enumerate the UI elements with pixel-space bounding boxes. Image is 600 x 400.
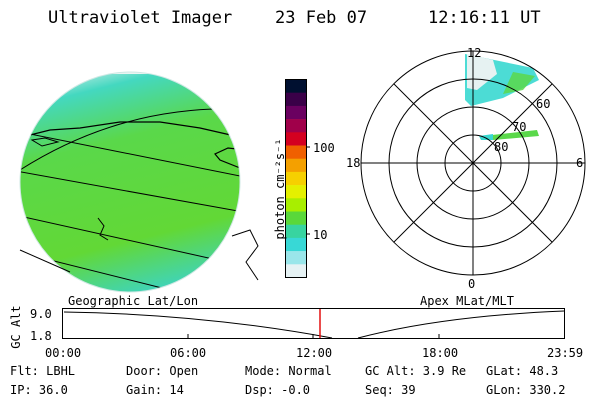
time-tick-1800: 18:00 xyxy=(422,346,459,360)
altitude-ylabel: GC Alt xyxy=(9,305,23,349)
mlt-label-12: 12 xyxy=(467,46,482,60)
colorbar-unit-label: photon cm⁻²s⁻¹ xyxy=(273,138,287,240)
altitude-plot xyxy=(62,308,565,339)
time-tick-2359: 23:59 xyxy=(547,346,584,360)
status-ip: IP: 36.0 xyxy=(10,383,68,397)
colorbar-block xyxy=(285,119,307,133)
colorbar-block xyxy=(285,92,307,107)
mlat-ring-70: 70 xyxy=(512,120,527,134)
colorbar-block xyxy=(285,185,307,199)
mlat-ring-60: 60 xyxy=(536,97,551,111)
geographic-image-panel xyxy=(19,71,259,293)
time-tick-1200: 12:00 xyxy=(296,346,333,360)
status-gain: Gain: 14 xyxy=(126,383,184,397)
colorbar-block xyxy=(285,224,307,239)
status-mode: Mode: Normal xyxy=(245,364,332,378)
colorbar-block xyxy=(285,251,307,265)
time-label: 12:16:11 UT xyxy=(428,8,541,28)
status-gc-alt: GC Alt: 3.9 Re xyxy=(365,364,467,378)
mlt-label-6: 6 xyxy=(576,156,584,170)
status-seq: Seq: 39 xyxy=(365,383,416,397)
colorbar-block xyxy=(285,145,307,159)
status-flt: Flt: LBHL xyxy=(10,364,76,378)
polar-plot xyxy=(360,50,586,276)
mlt-label-0: 0 xyxy=(468,277,476,291)
status-glat: GLat: 48.3 xyxy=(486,364,559,378)
colorbar-tick-100: 100 xyxy=(313,141,335,155)
status-door: Door: Open xyxy=(126,364,199,378)
mlt-label-18: 18 xyxy=(346,156,361,170)
status-glon: GLon: 330.2 xyxy=(486,383,566,397)
time-tick-0000: 00:00 xyxy=(45,346,82,360)
colorbar-block xyxy=(285,158,307,173)
date-label: 23 Feb 07 xyxy=(275,8,368,28)
colorbar xyxy=(285,79,310,278)
alt-tick-1-8: 1.8 xyxy=(30,329,52,343)
colorbar-block xyxy=(285,211,307,225)
colorbar-block xyxy=(285,171,307,186)
apex-panel-label: Apex MLat/MLT xyxy=(420,294,514,308)
colorbar-block xyxy=(285,237,307,252)
colorbar-block xyxy=(285,198,307,212)
colorbar-tick-10: 10 xyxy=(313,228,328,242)
colorbar-block xyxy=(285,105,307,120)
colorbar-block xyxy=(285,264,307,278)
colorbar-block xyxy=(285,79,307,93)
status-dsp: Dsp: -0.0 xyxy=(245,383,311,397)
colorbar-block xyxy=(285,132,307,146)
mlat-ring-80: 80 xyxy=(494,140,509,154)
geographic-panel-label: Geographic Lat/Lon xyxy=(68,294,199,308)
alt-tick-9: 9.0 xyxy=(30,307,52,321)
time-tick-0600: 06:00 xyxy=(170,346,207,360)
app-title: Ultraviolet Imager xyxy=(48,8,233,28)
